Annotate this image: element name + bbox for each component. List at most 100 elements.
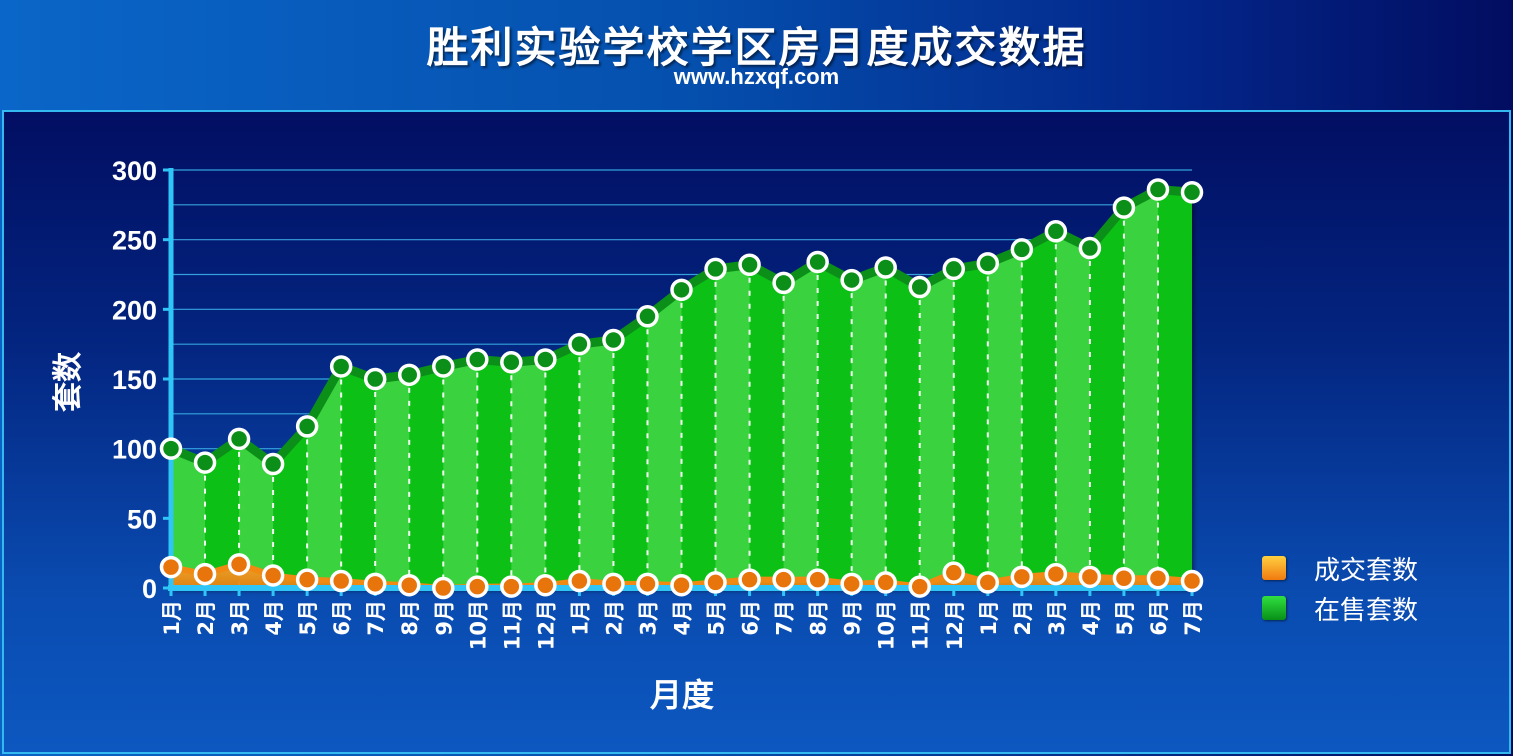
sold-point	[500, 575, 523, 598]
onsale-point	[329, 355, 353, 378]
x-tick-label: 12月	[534, 600, 558, 650]
x-tick-label: 4月	[671, 600, 695, 636]
onsale-stripe	[1123, 189, 1158, 588]
onsale-stripe	[1055, 189, 1090, 588]
onsale-point	[193, 451, 217, 474]
onsale-point	[534, 348, 557, 371]
onsale-point	[942, 257, 966, 281]
axis-labels: 套数 月度 0 50 100 150 200 250 300 1月 2月 3月 4月 5月 6月 7月 8月…	[51, 156, 1205, 714]
sold-point	[772, 568, 795, 591]
x-tick-label: 5月	[1113, 600, 1137, 636]
sold-point	[227, 553, 251, 576]
x-tick-label: 4月	[1079, 600, 1103, 636]
y-tick-label: 0	[142, 574, 157, 604]
y-tick-label: 50	[127, 504, 157, 534]
onsale-point	[636, 305, 659, 328]
x-tick-label: 11月	[909, 600, 933, 650]
x-tick-label: 4月	[262, 600, 286, 636]
onsale-point	[1112, 196, 1136, 219]
sold-point	[1078, 565, 1102, 589]
x-tick-label: 9月	[841, 600, 865, 636]
x-axis-label: 月度	[650, 676, 714, 714]
onsale-point	[806, 250, 829, 274]
x-tick-label: 3月	[636, 600, 660, 636]
x-tick-label: 2月	[194, 600, 218, 636]
onsale-point	[704, 257, 727, 281]
onsale-point	[1078, 236, 1102, 260]
onsale-point	[1180, 181, 1204, 204]
onsale-point	[466, 348, 489, 371]
sold-point	[1010, 565, 1034, 589]
y-tick-label: 300	[112, 156, 157, 186]
sold-point	[568, 569, 591, 593]
sold-point	[840, 572, 863, 596]
chart-title: 胜利实验学校学区房月度成交数据	[426, 23, 1087, 72]
onsale-point	[738, 253, 761, 276]
x-tick-label: 7月	[773, 600, 797, 636]
x-tick-label: 3月	[1045, 600, 1069, 636]
x-tick-label: 6月	[330, 600, 354, 636]
x-tick-label: 2月	[1011, 600, 1035, 636]
onsale-point	[500, 351, 523, 374]
plot-areas	[169, 185, 1193, 591]
x-tick-label: 9月	[432, 600, 456, 636]
onsale-point	[908, 275, 931, 299]
sold-point	[1146, 566, 1170, 590]
legend-label-onsale: 在售套数	[1314, 595, 1419, 626]
sold-point	[1180, 569, 1204, 593]
sold-point	[908, 575, 931, 598]
chart-subtitle: www.hzxqf.com	[673, 64, 840, 89]
sold-point	[636, 572, 659, 596]
legend-swatch-onsale	[1262, 596, 1286, 620]
legend-item-onsale: 在售套数	[1262, 588, 1418, 628]
y-tick-label: 100	[112, 435, 157, 465]
sold-point	[670, 573, 693, 597]
x-tick-label: 6月	[1147, 600, 1171, 636]
onsale-point	[874, 256, 897, 279]
sold-point	[193, 562, 217, 586]
x-tick-label: 1月	[977, 600, 1001, 636]
onsale-point	[1044, 220, 1068, 243]
onsale-stripes	[171, 189, 1159, 588]
sold-point	[466, 575, 489, 598]
onsale-stripe	[919, 189, 954, 588]
legend-label-sold: 成交套数	[1314, 555, 1419, 586]
legend: 成交套数 在售套数	[1262, 548, 1418, 628]
onsale-stripe	[239, 189, 274, 588]
x-tick-label: 7月	[1181, 600, 1205, 636]
sold-point	[874, 571, 897, 594]
onsale-point	[1146, 178, 1170, 201]
x-tick-label: 11月	[500, 600, 524, 650]
onsale-point	[670, 278, 693, 302]
onsale-point	[363, 367, 387, 391]
sold-point	[806, 568, 829, 591]
sold-point	[295, 568, 319, 591]
onsale-stripe	[783, 189, 818, 588]
sold-point	[397, 573, 421, 597]
onsale-point	[840, 268, 863, 292]
onsale-point	[432, 355, 455, 378]
sold-point	[738, 568, 761, 591]
y-tick-label: 250	[112, 226, 157, 256]
onsale-point	[602, 328, 625, 352]
onsale-stripe	[647, 189, 682, 588]
x-tick-label: 3月	[228, 600, 252, 636]
onsale-point	[261, 452, 285, 476]
sold-point	[159, 555, 183, 579]
x-tick-label: 12月	[943, 600, 967, 650]
x-tick-label: 5月	[296, 600, 320, 636]
x-tick-label: 6月	[739, 600, 763, 636]
onsale-point	[295, 415, 319, 438]
x-tick-label: 10月	[466, 600, 490, 650]
data-markers	[159, 178, 1204, 600]
onsale-stripe	[171, 189, 206, 588]
sold-point	[976, 571, 1000, 594]
onsale-point	[976, 252, 1000, 275]
x-tick-label: 2月	[602, 600, 626, 636]
onsale-stripe	[579, 189, 614, 588]
legend-swatch-sold	[1262, 556, 1286, 580]
x-tick-label: 1月	[160, 600, 184, 636]
sold-point	[363, 572, 387, 596]
sold-point	[534, 573, 557, 597]
